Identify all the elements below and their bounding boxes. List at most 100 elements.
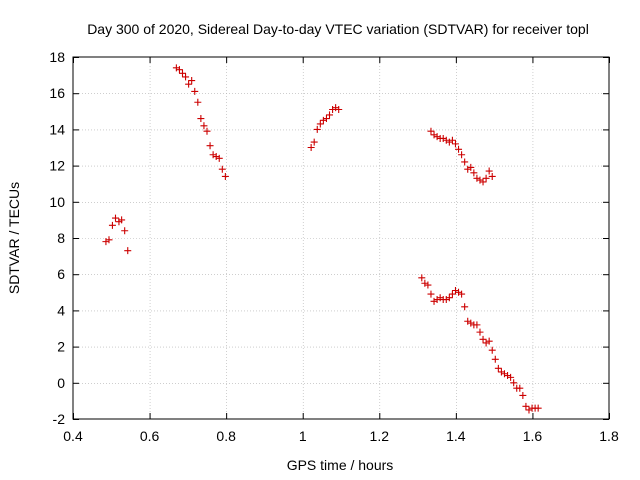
data-point bbox=[461, 158, 469, 166]
data-point bbox=[424, 281, 432, 289]
data-point bbox=[442, 136, 450, 144]
data-point bbox=[458, 290, 466, 298]
x-tick-label: 1.8 bbox=[599, 428, 619, 444]
data-point bbox=[124, 247, 132, 255]
y-tick-label: 6 bbox=[57, 266, 65, 282]
data-point bbox=[218, 165, 226, 173]
axis-ticks bbox=[73, 57, 610, 420]
data-point bbox=[445, 294, 453, 302]
y-tick-label: 12 bbox=[49, 158, 65, 174]
data-point bbox=[307, 144, 315, 151]
data-point bbox=[500, 370, 508, 378]
data-point bbox=[519, 391, 527, 399]
data-point bbox=[525, 406, 533, 414]
data-point bbox=[108, 221, 116, 229]
series-cluster-2 bbox=[172, 64, 229, 180]
y-tick-labels: -2 0 2 4 6 8 10 12 14 16 18 bbox=[49, 49, 65, 427]
y-axis-label: SDTVAR / TECUs bbox=[6, 182, 22, 294]
x-tick-label: 0.4 bbox=[63, 428, 83, 444]
data-point bbox=[470, 169, 478, 177]
x-tick-label: 1.4 bbox=[446, 428, 466, 444]
x-tick-labels: 0.4 0.6 0.8 1 1.2 1.4 1.6 1.8 bbox=[63, 428, 619, 444]
data-point bbox=[215, 154, 223, 162]
data-point bbox=[206, 142, 214, 150]
y-tick-label: 14 bbox=[49, 121, 65, 137]
x-tick-label: 0.8 bbox=[216, 428, 236, 444]
data-point bbox=[197, 115, 205, 123]
data-point bbox=[436, 294, 444, 302]
data-point bbox=[212, 153, 220, 161]
data-point bbox=[118, 216, 126, 224]
data-point bbox=[175, 66, 183, 74]
data-point bbox=[448, 136, 456, 144]
data-point bbox=[451, 286, 459, 294]
data-point bbox=[473, 321, 481, 329]
data-point bbox=[335, 105, 343, 113]
data-point bbox=[102, 238, 110, 246]
series-cluster-1 bbox=[102, 214, 132, 255]
data-point bbox=[488, 346, 496, 354]
x-axis-label: GPS time / hours bbox=[287, 457, 394, 473]
y-tick-label: 16 bbox=[49, 85, 65, 101]
data-point bbox=[442, 296, 450, 304]
y-tick-label: 8 bbox=[57, 230, 65, 246]
data-point bbox=[439, 134, 447, 142]
data-point bbox=[329, 105, 337, 113]
data-point bbox=[326, 111, 334, 119]
data-point bbox=[522, 402, 530, 410]
data-point bbox=[448, 290, 456, 298]
data-point bbox=[427, 127, 435, 135]
data-point bbox=[473, 174, 481, 182]
x-tick-label: 1.6 bbox=[523, 428, 543, 444]
data-point bbox=[430, 297, 438, 305]
data-point bbox=[510, 379, 518, 387]
series-cluster-5 bbox=[418, 274, 542, 414]
data-point bbox=[191, 87, 199, 95]
data-point bbox=[221, 172, 229, 180]
data-point bbox=[476, 176, 484, 184]
data-point bbox=[182, 73, 190, 81]
series-cluster-3 bbox=[307, 104, 343, 151]
data-point bbox=[121, 227, 129, 235]
data-point bbox=[209, 151, 217, 159]
data-point bbox=[504, 372, 512, 380]
data-point bbox=[194, 98, 202, 106]
data-point bbox=[433, 296, 441, 304]
data-point bbox=[203, 127, 211, 135]
data-point bbox=[479, 335, 487, 343]
data-point bbox=[494, 364, 502, 372]
data-point bbox=[316, 120, 324, 128]
data-point bbox=[464, 317, 472, 325]
data-point bbox=[433, 133, 441, 141]
data-points bbox=[102, 64, 542, 414]
y-tick-label: 2 bbox=[57, 339, 65, 355]
data-point bbox=[105, 236, 113, 244]
data-point bbox=[482, 174, 490, 182]
data-point bbox=[467, 319, 475, 327]
data-point bbox=[332, 104, 340, 112]
x-tick-label: 0.6 bbox=[140, 428, 160, 444]
x-tick-label: 1 bbox=[299, 428, 307, 444]
y-tick-label: 18 bbox=[49, 49, 65, 65]
data-point bbox=[534, 404, 542, 412]
x-tick-label: 1.2 bbox=[370, 428, 390, 444]
data-point bbox=[427, 290, 435, 298]
data-point bbox=[430, 131, 438, 139]
data-point bbox=[319, 116, 327, 124]
data-point bbox=[322, 115, 330, 123]
data-point bbox=[488, 172, 496, 180]
data-point bbox=[200, 122, 208, 130]
data-point bbox=[497, 368, 505, 376]
plot-frame bbox=[72, 56, 610, 420]
data-point bbox=[485, 167, 493, 175]
data-point bbox=[458, 151, 466, 159]
data-point bbox=[185, 80, 193, 88]
y-tick-label: 0 bbox=[57, 375, 65, 391]
data-point bbox=[178, 69, 186, 77]
data-point bbox=[461, 303, 469, 311]
chart-title: Day 300 of 2020, Sidereal Day-to-day VTE… bbox=[87, 21, 589, 37]
data-point bbox=[421, 279, 429, 287]
data-point bbox=[491, 355, 499, 363]
data-point bbox=[313, 125, 321, 133]
